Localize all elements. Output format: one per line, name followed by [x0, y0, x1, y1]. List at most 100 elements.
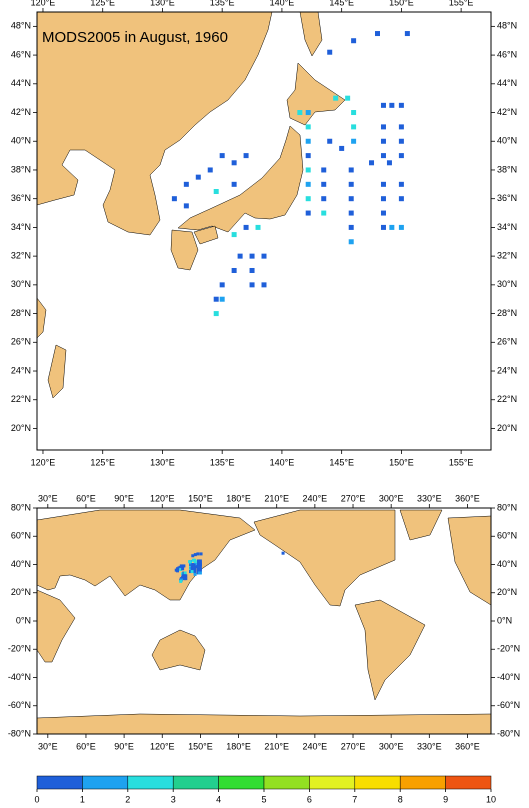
- x-tick-label: 135°E: [210, 0, 235, 7]
- observation: [321, 181, 327, 187]
- observation: [386, 160, 392, 166]
- x-tick-label: 150°E: [389, 0, 414, 7]
- observation: [327, 138, 333, 144]
- x-tick-label: 125°E: [90, 0, 115, 7]
- observations: [174, 551, 285, 583]
- observation: [321, 167, 327, 173]
- x-tick-label: 145°E: [329, 457, 354, 467]
- observation: [191, 554, 195, 558]
- x-tick-label: 300°E: [379, 493, 404, 503]
- y-tick-label: 48°N: [11, 21, 31, 31]
- x-tick-label: 60°E: [76, 493, 96, 503]
- y-tick-label: 30°N: [497, 279, 517, 289]
- x-tick-label: 150°E: [188, 493, 213, 503]
- observation: [199, 552, 203, 556]
- x-tick-label: 150°E: [188, 741, 213, 751]
- y-tick-label: 20°N: [11, 587, 31, 597]
- y-tick-label: 40°N: [497, 559, 517, 569]
- eurasia: [37, 509, 256, 601]
- observation: [305, 138, 311, 144]
- observation: [398, 181, 404, 187]
- colorbar-segment: [36, 775, 83, 790]
- kyushu: [170, 229, 199, 271]
- south-america: [354, 599, 426, 701]
- colorbar-label: 4: [216, 794, 221, 804]
- observation: [321, 210, 327, 216]
- colorbar-label: 6: [307, 794, 312, 804]
- observation: [380, 210, 386, 216]
- y-tick-label: 32°N: [11, 251, 31, 261]
- observation: [380, 196, 386, 202]
- observation: [213, 189, 219, 195]
- observation: [305, 210, 311, 216]
- australia: [151, 629, 206, 671]
- x-tick-label: 120°E: [150, 741, 175, 751]
- observation: [188, 570, 192, 574]
- observation: [190, 570, 194, 574]
- antarctica: [37, 713, 491, 734]
- x-tick-label: 145°E: [329, 0, 354, 7]
- observation: [398, 102, 404, 108]
- y-tick-label: 24°N: [497, 365, 517, 375]
- colorbar-segment: [354, 775, 401, 790]
- y-tick-label: 30°N: [11, 279, 31, 289]
- observation: [191, 563, 195, 566]
- observation: [213, 296, 219, 302]
- china-coast: [37, 297, 47, 339]
- observation: [369, 160, 375, 166]
- observation: [348, 239, 354, 245]
- observation: [348, 196, 354, 202]
- y-tick-label: 22°N: [11, 394, 31, 404]
- y-tick-label: -80°N: [8, 728, 31, 738]
- observation: [237, 253, 243, 259]
- observation: [297, 110, 303, 116]
- y-tick-label: 38°N: [11, 164, 31, 174]
- observation: [380, 224, 386, 230]
- observation: [213, 311, 219, 317]
- observation: [231, 232, 237, 238]
- observation: [333, 95, 339, 101]
- observation: [183, 571, 187, 575]
- observation: [219, 282, 225, 288]
- observation: [404, 31, 410, 37]
- x-tick-label: 240°E: [303, 741, 328, 751]
- observation: [351, 38, 357, 44]
- x-tick-label: 360°E: [455, 741, 480, 751]
- observation: [351, 110, 357, 116]
- observation: [193, 572, 197, 576]
- x-tick-label: 120°E: [31, 0, 56, 7]
- hokkaido: [286, 62, 346, 126]
- y-tick-label: 32°N: [497, 251, 517, 261]
- colorbar-segment: [399, 775, 446, 790]
- y-tick-label: -60°N: [8, 700, 31, 710]
- y-tick-label: 80°N: [11, 502, 31, 512]
- y-tick-label: 60°N: [497, 531, 517, 541]
- y-tick-label: -80°N: [497, 728, 520, 738]
- observation: [305, 167, 311, 173]
- x-tick-label: 150°E: [389, 457, 414, 467]
- observation: [197, 559, 201, 563]
- x-tick-label: 360°E: [455, 493, 480, 503]
- observations: [171, 31, 410, 317]
- observation: [348, 210, 354, 216]
- y-tick-label: 44°N: [497, 78, 517, 88]
- y-tick-label: 34°N: [11, 222, 31, 232]
- observation: [207, 167, 213, 173]
- north-america: [253, 509, 396, 607]
- y-tick-label: 44°N: [11, 78, 31, 88]
- observation: [281, 551, 285, 555]
- x-tick-label: 30°E: [38, 741, 58, 751]
- y-tick-label: 46°N: [497, 49, 517, 59]
- y-tick-label: 20°N: [497, 587, 517, 597]
- x-tick-label: 270°E: [341, 741, 366, 751]
- observation: [348, 224, 354, 230]
- observation: [243, 153, 249, 159]
- y-tick-label: -40°N: [497, 672, 520, 682]
- regional-frame: [36, 11, 492, 451]
- honshu: [177, 125, 304, 233]
- observation: [398, 124, 404, 130]
- observation: [327, 49, 333, 55]
- observation: [196, 552, 200, 556]
- y-tick-label: 34°N: [497, 222, 517, 232]
- y-tick-label: 0°N: [497, 615, 512, 625]
